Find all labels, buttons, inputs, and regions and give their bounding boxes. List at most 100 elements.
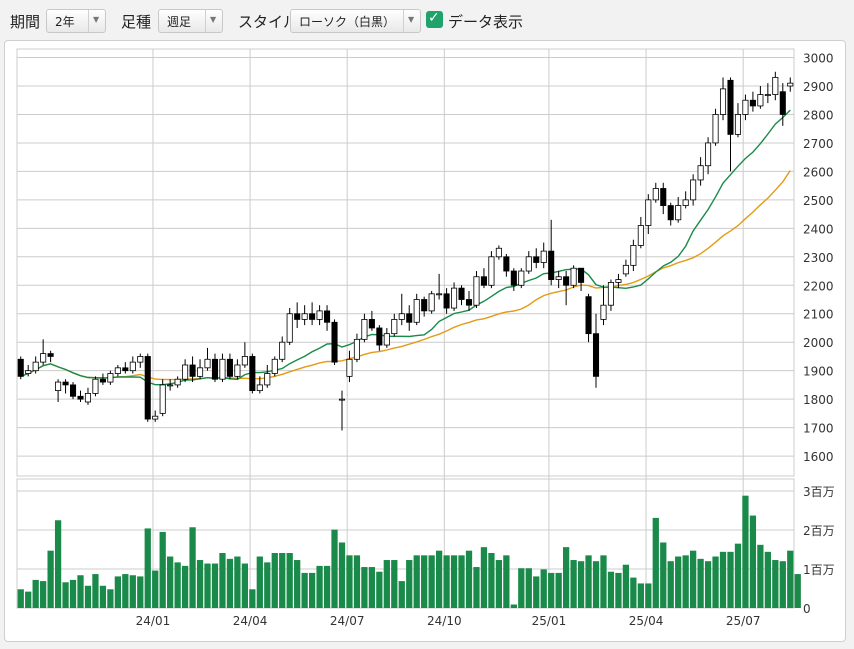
- volume-bar: [600, 555, 607, 608]
- volume-bar: [361, 567, 368, 608]
- candle-down: [17, 358, 24, 377]
- volume-bar: [181, 565, 189, 608]
- volume-bar: [69, 579, 77, 608]
- candle-down: [99, 378, 106, 383]
- volume-bar: [196, 560, 204, 608]
- candle-up: [705, 142, 712, 167]
- candle-up: [772, 77, 779, 95]
- candle-down: [480, 276, 487, 286]
- candle-down: [592, 333, 600, 377]
- price-tick-label: 2300: [803, 251, 834, 265]
- candle-up: [787, 82, 794, 87]
- candle-up: [734, 114, 742, 135]
- candle-up: [712, 114, 719, 144]
- x-tick-label: 25/04: [629, 614, 664, 628]
- price-tick-label: 1900: [803, 365, 834, 379]
- candle-up: [107, 373, 114, 383]
- candle-down: [510, 270, 517, 286]
- volume-bar: [17, 589, 24, 608]
- candle-up: [346, 358, 353, 377]
- x-tick-label: 24/10: [427, 614, 462, 628]
- volume-bar: [99, 585, 107, 608]
- bar-type-select[interactable]: 週足 ▼: [158, 9, 223, 33]
- price-tick-label: 3000: [803, 52, 834, 66]
- candle-down: [443, 293, 450, 309]
- candle-up: [279, 341, 286, 360]
- volume-bar: [675, 556, 682, 608]
- price-tick-label: 2900: [803, 80, 834, 94]
- candle-up: [152, 415, 159, 420]
- data-display-label[interactable]: データ表示: [448, 13, 524, 31]
- candle-down: [458, 287, 465, 300]
- volume-bar: [421, 555, 428, 608]
- candle-up: [92, 378, 99, 394]
- volume-bar: [585, 555, 592, 608]
- volume-bar: [690, 550, 697, 608]
- candle-up: [182, 364, 189, 380]
- volume-bar: [630, 577, 637, 608]
- volume-bar: [637, 583, 644, 608]
- volume-bar: [383, 560, 390, 608]
- volume-bar: [406, 560, 413, 608]
- x-tick-label: 25/01: [532, 614, 567, 628]
- candle-up: [615, 279, 622, 283]
- candle-down: [62, 381, 69, 386]
- volume-bar: [316, 565, 323, 608]
- x-tick-label: 24/07: [330, 614, 365, 628]
- candle-up: [451, 287, 458, 309]
- volume-bar: [443, 555, 450, 608]
- volume-bar: [488, 553, 495, 608]
- candle-down: [294, 313, 301, 320]
- data-display-checkbox[interactable]: ✓: [426, 10, 443, 28]
- candle-up: [25, 370, 32, 374]
- volume-tick-label: 0: [803, 602, 811, 616]
- candle-down: [667, 205, 674, 221]
- candle-up: [271, 358, 278, 374]
- price-tick-label: 1800: [803, 393, 834, 407]
- volume-bar: [779, 561, 786, 608]
- volume-bar: [622, 564, 630, 608]
- volume-bar: [615, 572, 622, 608]
- chevron-down-icon: ▼: [205, 10, 222, 32]
- volume-bar: [592, 561, 600, 608]
- volume-bar: [607, 571, 615, 608]
- volume-bar: [338, 542, 346, 608]
- candle-up: [607, 282, 614, 306]
- candle-down: [144, 356, 151, 420]
- candle-up: [256, 384, 263, 392]
- candle-up: [398, 313, 405, 320]
- volume-bar: [503, 555, 510, 608]
- volume-bar: [122, 574, 129, 608]
- candle-up: [197, 367, 204, 377]
- candle-down: [749, 99, 756, 107]
- volume-bar: [570, 560, 577, 608]
- candle-down: [226, 358, 233, 377]
- period-select[interactable]: 2年 ▼: [46, 9, 106, 33]
- candle-up: [55, 381, 62, 391]
- candle-down: [578, 267, 585, 283]
- candle-down: [465, 299, 473, 306]
- volume-bar: [353, 555, 361, 608]
- candle-up: [413, 299, 420, 323]
- candle-up: [540, 250, 547, 263]
- volume-bar: [249, 589, 256, 608]
- volume-bar: [226, 558, 234, 608]
- volume-bar: [391, 560, 398, 608]
- candle-up: [204, 358, 211, 369]
- candle-down: [421, 299, 428, 312]
- candle-up: [622, 264, 629, 275]
- candle-up: [518, 270, 525, 286]
- volume-bar: [697, 558, 704, 608]
- candle-up: [495, 247, 502, 258]
- volume-bar: [757, 544, 764, 608]
- volume-bar: [294, 560, 301, 608]
- candle-up: [286, 313, 293, 343]
- candle-up: [690, 179, 697, 201]
- volume-bar: [211, 563, 219, 608]
- candle-down: [548, 250, 555, 280]
- style-select[interactable]: ローソク（白黒） ▼: [290, 9, 421, 33]
- candle-up: [645, 199, 652, 226]
- volume-bar: [189, 527, 196, 608]
- volume-bar: [144, 528, 151, 608]
- volume-bar: [704, 561, 712, 608]
